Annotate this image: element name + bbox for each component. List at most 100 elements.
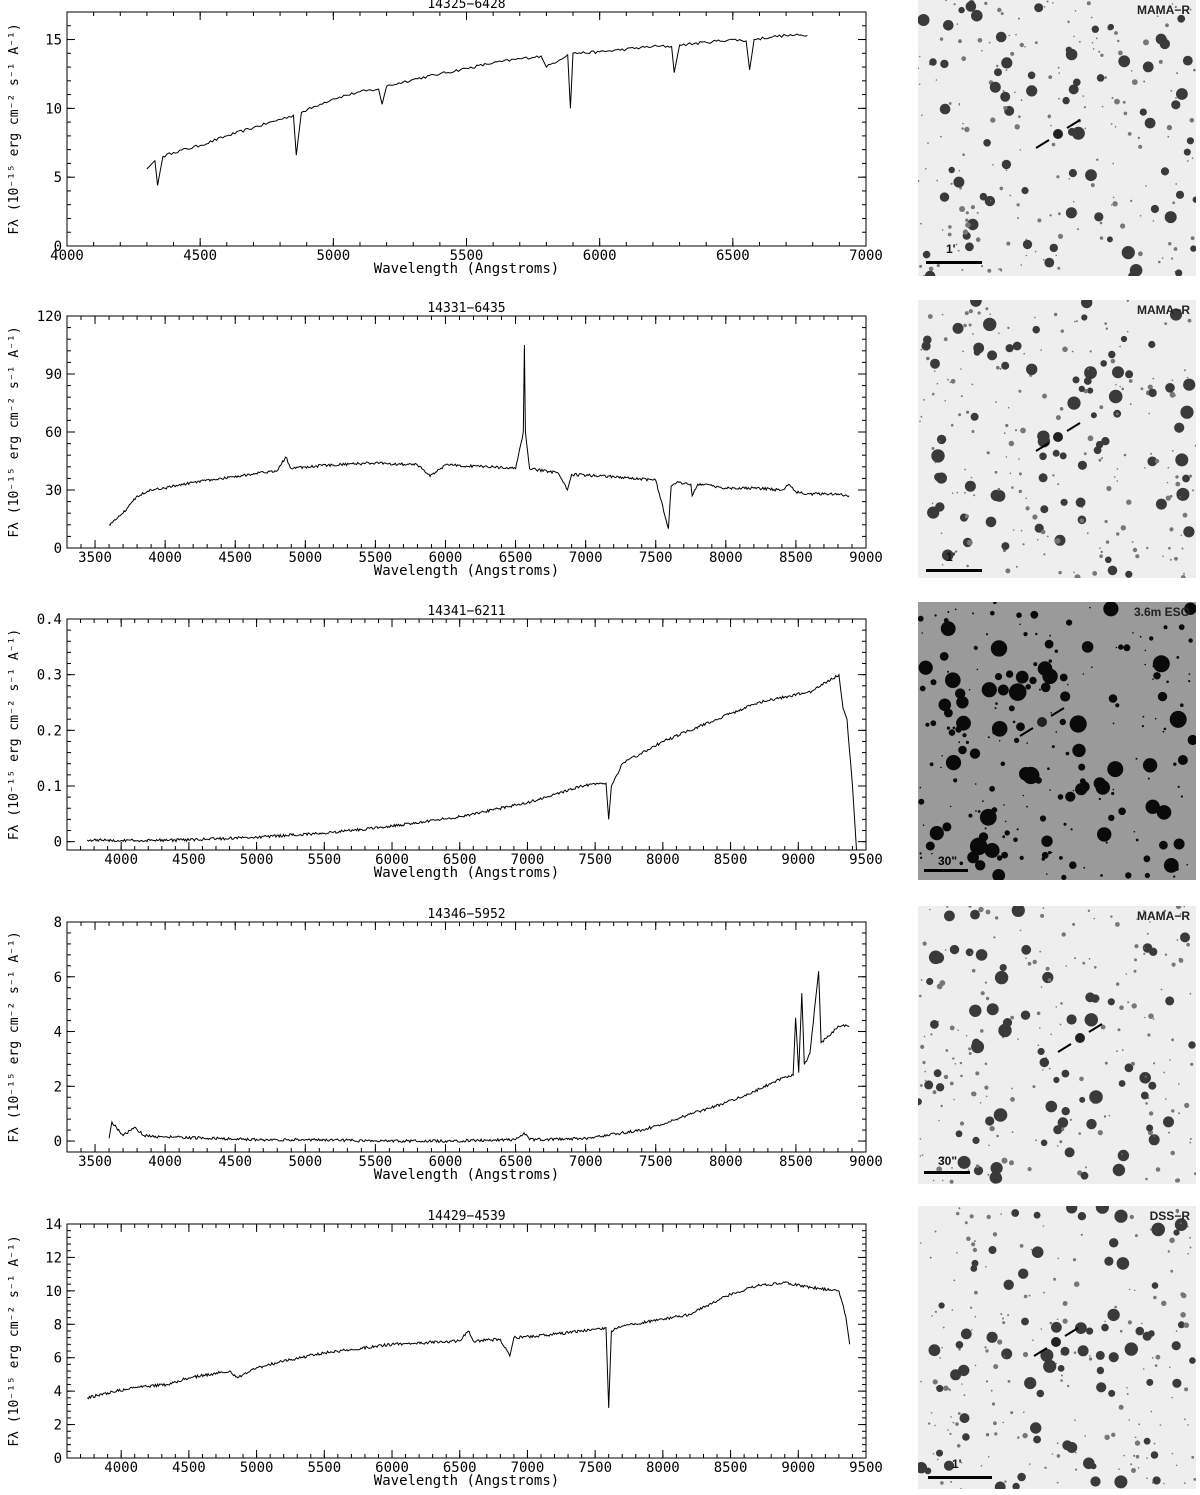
star [1146, 1378, 1154, 1386]
star [943, 20, 954, 31]
star [994, 707, 997, 710]
star [1149, 921, 1151, 923]
star [1032, 1085, 1036, 1089]
star [1175, 475, 1179, 479]
star [1101, 437, 1110, 446]
star [981, 265, 984, 268]
star [1189, 1236, 1191, 1239]
star [993, 936, 996, 939]
x-tick-label: 6000 [429, 550, 463, 566]
star [1146, 1457, 1148, 1459]
star [1025, 957, 1027, 959]
x-tick-label: 9000 [781, 852, 815, 868]
star [1154, 458, 1160, 464]
star [1176, 939, 1179, 941]
star [1175, 1464, 1178, 1467]
star [1086, 1327, 1094, 1335]
star [1062, 1301, 1068, 1306]
star [1191, 1455, 1195, 1459]
star [1018, 458, 1020, 460]
star [943, 618, 949, 623]
star [1048, 75, 1053, 79]
star [1039, 815, 1047, 822]
star [1181, 547, 1184, 550]
spectrum-line [86, 673, 857, 851]
star [1186, 160, 1189, 162]
panel-row-5: 14429−4539 4000 4500 5000 5500 6000 6500 7000 75… [0, 1206, 1200, 1495]
star [1097, 999, 1099, 1002]
star [1020, 1010, 1031, 1020]
star [1169, 1366, 1171, 1368]
star [1099, 236, 1104, 240]
star [1057, 1365, 1065, 1372]
star [968, 688, 971, 691]
star [1068, 178, 1071, 180]
star [995, 401, 997, 403]
star [998, 740, 1001, 742]
star [1056, 1454, 1061, 1458]
star [1129, 1214, 1134, 1220]
star [991, 1402, 996, 1406]
star [985, 1433, 990, 1437]
star [1077, 1345, 1089, 1357]
chart-title: 14325−6428 [427, 0, 505, 12]
star [1112, 201, 1118, 207]
x-tick-label: 9500 [849, 852, 883, 868]
star [1169, 308, 1183, 321]
star [931, 449, 945, 463]
star [1003, 1279, 1014, 1290]
star [1104, 76, 1107, 79]
star [1145, 185, 1147, 187]
star [1176, 72, 1179, 75]
star [965, 1035, 968, 1037]
star [1164, 211, 1177, 224]
star [1139, 215, 1142, 217]
star [989, 81, 1001, 93]
star [1189, 1141, 1192, 1144]
y-axis-label: Fλ (10⁻¹⁵ erg cm⁻² s⁻¹ A⁻¹) [7, 23, 22, 234]
star [931, 1315, 933, 1317]
star [1168, 546, 1171, 550]
star [1085, 169, 1097, 182]
star [984, 1062, 988, 1066]
star [1111, 1432, 1116, 1437]
star [953, 778, 958, 783]
star [1188, 638, 1193, 643]
star [1054, 649, 1058, 653]
star [921, 1154, 924, 1156]
star [1087, 368, 1090, 370]
star [1019, 855, 1024, 860]
star [956, 1444, 961, 1448]
star [1079, 1096, 1086, 1103]
star [1074, 957, 1077, 960]
star [1003, 685, 1005, 688]
star [984, 1085, 989, 1090]
star [1129, 403, 1132, 406]
star [1073, 1281, 1080, 1287]
star [1061, 874, 1067, 880]
star [928, 1422, 931, 1425]
star [1043, 1359, 1057, 1373]
star [1193, 1478, 1196, 1481]
star [998, 332, 1000, 334]
star [941, 229, 944, 231]
star [1071, 126, 1085, 140]
star [1187, 1252, 1189, 1255]
finder-chart-5: DSS−R 1' [918, 1206, 1196, 1489]
star [1139, 1072, 1151, 1084]
star [1054, 538, 1061, 544]
star [1092, 48, 1095, 50]
star [970, 476, 973, 479]
star [1022, 543, 1025, 546]
star [1042, 907, 1045, 909]
star [1118, 1080, 1126, 1087]
star [965, 740, 969, 744]
star [1144, 117, 1156, 129]
star [1033, 662, 1038, 667]
star [1179, 1222, 1182, 1225]
star [1194, 1172, 1196, 1175]
star [1015, 565, 1018, 568]
star [1063, 822, 1067, 826]
star [1190, 1062, 1194, 1066]
star [924, 1080, 934, 1090]
